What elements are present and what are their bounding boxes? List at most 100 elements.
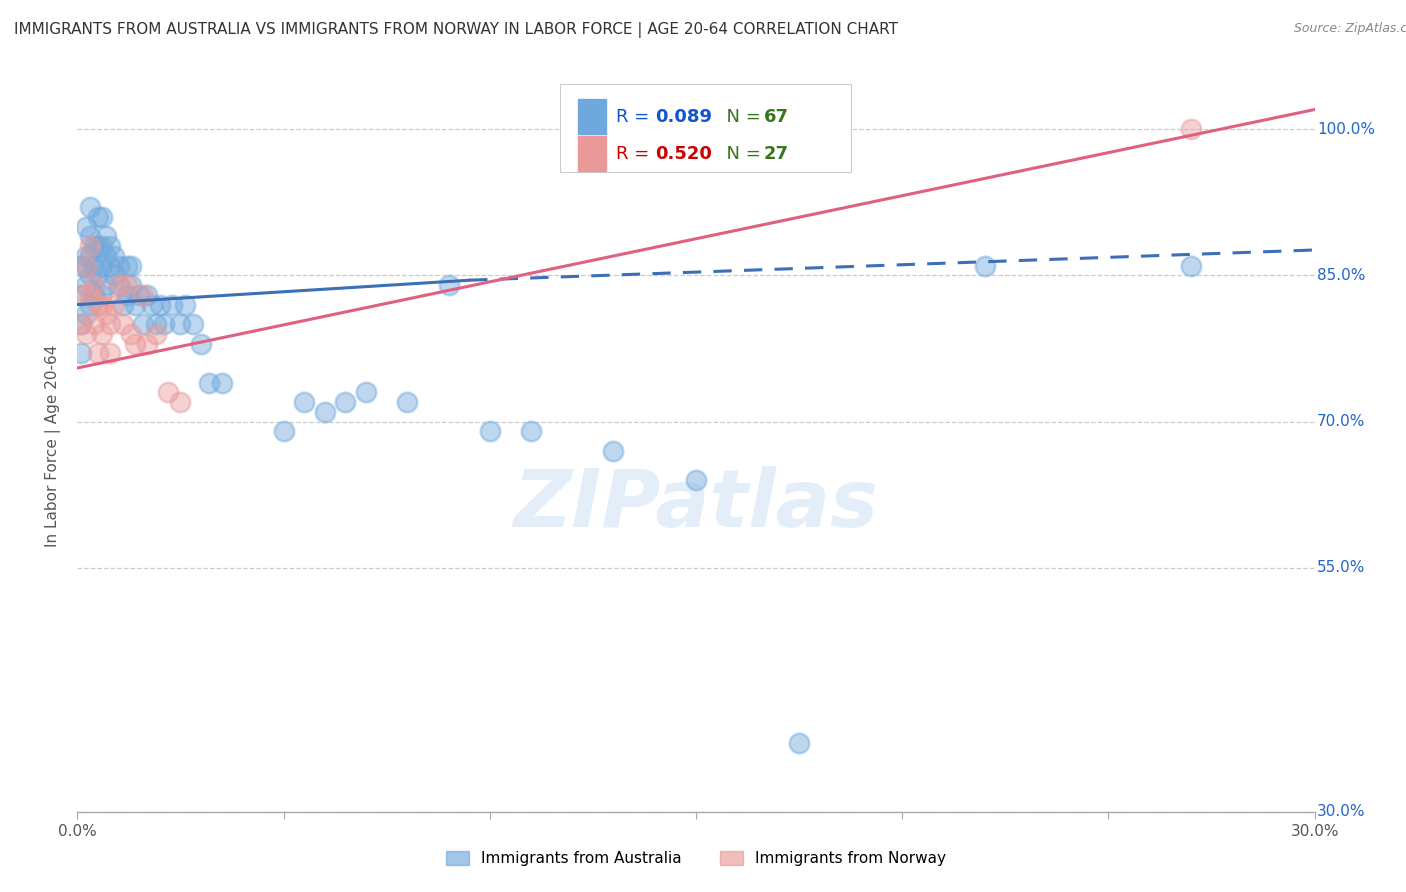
Point <box>145 326 167 341</box>
Point <box>70 288 93 302</box>
Text: IMMIGRANTS FROM AUSTRALIA VS IMMIGRANTS FROM NORWAY IN LABOR FORCE | AGE 20-64 C: IMMIGRANTS FROM AUSTRALIA VS IMMIGRANTS … <box>14 22 898 38</box>
Point <box>96 249 118 263</box>
Point <box>70 346 93 360</box>
Point <box>115 278 138 293</box>
Point <box>91 210 114 224</box>
Point <box>132 288 155 302</box>
Point <box>335 395 357 409</box>
Text: 85.0%: 85.0% <box>1317 268 1365 283</box>
Point <box>79 229 101 244</box>
FancyBboxPatch shape <box>578 99 606 134</box>
Point <box>1180 259 1202 273</box>
Point <box>145 317 167 331</box>
Point <box>98 259 121 273</box>
Point <box>75 259 97 273</box>
Point <box>98 239 121 253</box>
Point <box>70 317 93 331</box>
Point <box>973 259 995 273</box>
Text: N =: N = <box>714 108 766 126</box>
Point <box>111 297 134 311</box>
Point <box>96 307 118 321</box>
Point <box>91 297 114 311</box>
Point <box>181 317 204 331</box>
Point <box>107 278 129 293</box>
Point <box>292 395 315 409</box>
Point <box>132 317 155 331</box>
Text: ZIPatlas: ZIPatlas <box>513 466 879 543</box>
Point <box>79 288 101 302</box>
Point <box>91 259 114 273</box>
Text: 67: 67 <box>763 108 789 126</box>
Point <box>79 249 101 263</box>
Point <box>75 326 97 341</box>
Text: R =: R = <box>616 108 655 126</box>
Point <box>169 317 191 331</box>
Point <box>87 268 110 283</box>
Point <box>314 405 336 419</box>
Point <box>141 297 163 311</box>
Text: 0.520: 0.520 <box>655 145 711 162</box>
Point <box>169 395 191 409</box>
Point <box>75 249 97 263</box>
Text: 30.0%: 30.0% <box>1317 805 1365 819</box>
Point <box>79 200 101 214</box>
Point <box>70 259 93 273</box>
Point <box>128 288 150 302</box>
Point <box>211 376 233 390</box>
FancyBboxPatch shape <box>560 84 851 171</box>
Point <box>75 278 97 293</box>
Point <box>124 297 146 311</box>
Point <box>83 288 105 302</box>
Point <box>83 259 105 273</box>
Text: N =: N = <box>714 145 766 162</box>
FancyBboxPatch shape <box>578 136 606 171</box>
Text: 70.0%: 70.0% <box>1317 414 1365 429</box>
Point <box>124 336 146 351</box>
Point <box>136 336 159 351</box>
Text: 0.089: 0.089 <box>655 108 713 126</box>
Point <box>396 395 419 409</box>
Point <box>91 288 114 302</box>
Point <box>115 259 138 273</box>
Point <box>160 297 183 311</box>
Point <box>1180 122 1202 136</box>
Point <box>173 297 195 311</box>
Point <box>354 385 377 400</box>
Point <box>437 278 460 293</box>
Text: 27: 27 <box>763 145 789 162</box>
Text: 100.0%: 100.0% <box>1317 121 1375 136</box>
Point <box>153 317 176 331</box>
Text: R =: R = <box>616 145 655 162</box>
Point <box>107 278 129 293</box>
Point <box>75 259 97 273</box>
Point <box>83 278 105 293</box>
Point <box>120 259 142 273</box>
Point <box>136 288 159 302</box>
Y-axis label: In Labor Force | Age 20-64: In Labor Force | Age 20-64 <box>45 345 62 547</box>
Point <box>103 268 125 283</box>
Point <box>87 346 110 360</box>
Point <box>98 346 121 360</box>
Point <box>70 317 93 331</box>
Point <box>96 229 118 244</box>
Point <box>96 278 118 293</box>
Point <box>75 219 97 234</box>
Legend: Immigrants from Australia, Immigrants from Norway: Immigrants from Australia, Immigrants fr… <box>439 843 953 873</box>
Point <box>273 425 295 439</box>
Point <box>91 239 114 253</box>
Point <box>75 307 97 321</box>
Point <box>685 473 707 487</box>
Text: Source: ZipAtlas.com: Source: ZipAtlas.com <box>1294 22 1406 36</box>
Point <box>87 210 110 224</box>
Point <box>602 443 624 458</box>
Point <box>103 249 125 263</box>
Point <box>87 297 110 311</box>
Point <box>120 278 142 293</box>
Point <box>79 297 101 311</box>
Point <box>198 376 221 390</box>
Point <box>787 736 810 750</box>
Point <box>103 297 125 311</box>
Point <box>87 239 110 253</box>
Point <box>79 268 101 283</box>
Point <box>79 239 101 253</box>
